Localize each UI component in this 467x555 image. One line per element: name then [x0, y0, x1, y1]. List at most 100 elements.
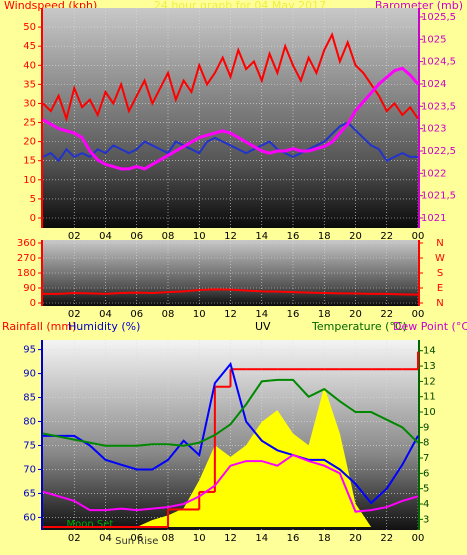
y-tick-label: 5 [30, 194, 36, 205]
x-tick-label: 00 [412, 309, 425, 320]
y2-tick-label: 13 [423, 361, 436, 372]
y-tick-label: 40 [23, 60, 36, 71]
x-tick-label: 20 [349, 231, 362, 242]
x-tick-label: 18 [318, 231, 331, 242]
y-tick-label: 25 [23, 118, 36, 129]
y2-tick-label: 1021,5 [421, 191, 456, 202]
y2-tick-label: 1022,5 [421, 146, 456, 157]
x-tick-label: 20 [349, 309, 362, 320]
y2-tick-label: 12 [423, 376, 436, 387]
y2-tick-label: 11 [423, 392, 436, 403]
y-tick-label: 270 [17, 253, 36, 264]
series-line [43, 361, 419, 505]
x-tick-label: 00 [412, 231, 425, 242]
x-tick-label: 06 [130, 309, 143, 320]
y-tick-label: 65 [23, 488, 36, 499]
axis-label: UV [255, 320, 271, 333]
x-tick-label: 12 [224, 309, 237, 320]
y-tick-label: 50 [23, 22, 36, 33]
y-tick-label: 75 [23, 440, 36, 451]
x-tick-label: 08 [162, 309, 175, 320]
x-tick-label: 10 [193, 533, 206, 544]
y-tick-label: 0 [30, 298, 36, 309]
x-tick-label: 12 [224, 231, 237, 242]
y2-tick-label: 1021 [421, 213, 446, 224]
x-tick-label: 22 [380, 309, 393, 320]
y-tick-label: 90 [23, 369, 36, 380]
y2-tick-label: 4 [423, 499, 429, 510]
y2-tick-label: 1024 [421, 79, 446, 90]
y2-tick-label: 5 [423, 484, 429, 495]
annotation: Sun Rise [115, 536, 158, 547]
annotation: Moon Set [66, 519, 113, 530]
x-tick-label: 14 [255, 309, 268, 320]
y-tick-label: 30 [23, 98, 36, 109]
series-line [42, 121, 418, 163]
y2-tick-label: N [436, 298, 443, 309]
series-line [42, 66, 420, 171]
x-tick-label: 08 [162, 533, 175, 544]
y2-tick-label: 9 [423, 422, 429, 433]
y-tick-label: 45 [23, 41, 36, 52]
y2-tick-label: 14 [423, 346, 436, 357]
y-tick-label: 80 [23, 417, 36, 428]
y2-tick-label: 7 [423, 453, 429, 464]
y2-tick-label: 1023,5 [421, 101, 456, 112]
series-line [42, 32, 419, 123]
series-line [42, 453, 419, 513]
uv-area [43, 386, 418, 527]
x-tick-label: 06 [130, 533, 143, 544]
x-tick-label: 16 [287, 309, 300, 320]
y2-tick-label: 1025 [421, 34, 446, 45]
y-tick-label: 70 [23, 464, 36, 475]
x-tick-label: 20 [349, 533, 362, 544]
x-tick-label: 10 [193, 231, 206, 242]
y-tick-label: 95 [23, 345, 36, 356]
x-tick-label: 14 [255, 231, 268, 242]
x-tick-label: 08 [162, 231, 175, 242]
y2-tick-label: S [437, 268, 443, 279]
x-tick-label: 04 [99, 533, 112, 544]
y-tick-label: 20 [23, 137, 36, 148]
y2-tick-label: 10 [423, 407, 436, 418]
series-line [42, 378, 419, 447]
x-tick-label: 02 [68, 309, 81, 320]
y-tick-label: 35 [23, 79, 36, 90]
x-tick-label: 16 [287, 533, 300, 544]
y2-tick-label: N [436, 238, 443, 249]
y-tick-label: 360 [17, 238, 36, 249]
x-tick-label: 22 [380, 231, 393, 242]
y2-tick-label: 1023 [421, 124, 446, 135]
y2-tick-label: 1025,5 [421, 12, 456, 23]
y2-tick-label: 8 [423, 438, 429, 449]
y2-tick-label: 3 [423, 514, 429, 525]
y2-tick-label: 1024,5 [421, 57, 456, 68]
y2-tick-label: E [437, 283, 443, 294]
x-tick-label: 10 [193, 309, 206, 320]
x-tick-label: 00 [412, 533, 425, 544]
y-tick-label: 60 [23, 512, 36, 523]
axis-label: Temperature (°C) [311, 320, 407, 333]
x-tick-label: 02 [68, 231, 81, 242]
y2-tick-label: 6 [423, 468, 429, 479]
y-tick-label: 85 [23, 393, 36, 404]
x-tick-label: 22 [380, 533, 393, 544]
y-tick-label: 0 [30, 213, 36, 224]
axis-label: Dew Point (°C) [393, 320, 467, 333]
y2-tick-label: 1022 [421, 168, 446, 179]
y-tick-label: 15 [23, 156, 36, 167]
axis-label: Humidity (%) [68, 320, 140, 333]
x-tick-label: 16 [287, 231, 300, 242]
y-tick-label: 180 [17, 268, 36, 279]
x-tick-label: 14 [255, 533, 268, 544]
axis-label: Rainfall (mm) [2, 320, 76, 333]
y2-tick-label: W [435, 253, 445, 264]
y-tick-label: 10 [23, 175, 36, 186]
x-tick-label: 04 [99, 231, 112, 242]
x-tick-label: 18 [318, 309, 331, 320]
x-tick-label: 18 [318, 533, 331, 544]
x-tick-label: 04 [99, 309, 112, 320]
y-tick-label: 90 [23, 283, 36, 294]
x-tick-label: 02 [68, 533, 81, 544]
